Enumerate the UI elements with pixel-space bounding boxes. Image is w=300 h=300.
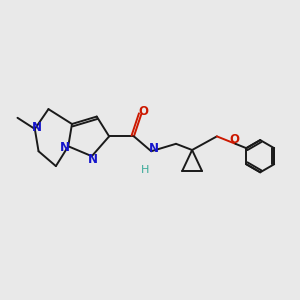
Text: H: H	[141, 165, 149, 175]
Text: N: N	[149, 142, 159, 155]
Text: O: O	[139, 105, 149, 118]
Text: N: N	[60, 141, 70, 154]
Text: N: N	[32, 121, 42, 134]
Text: O: O	[229, 133, 239, 146]
Text: N: N	[88, 153, 98, 166]
